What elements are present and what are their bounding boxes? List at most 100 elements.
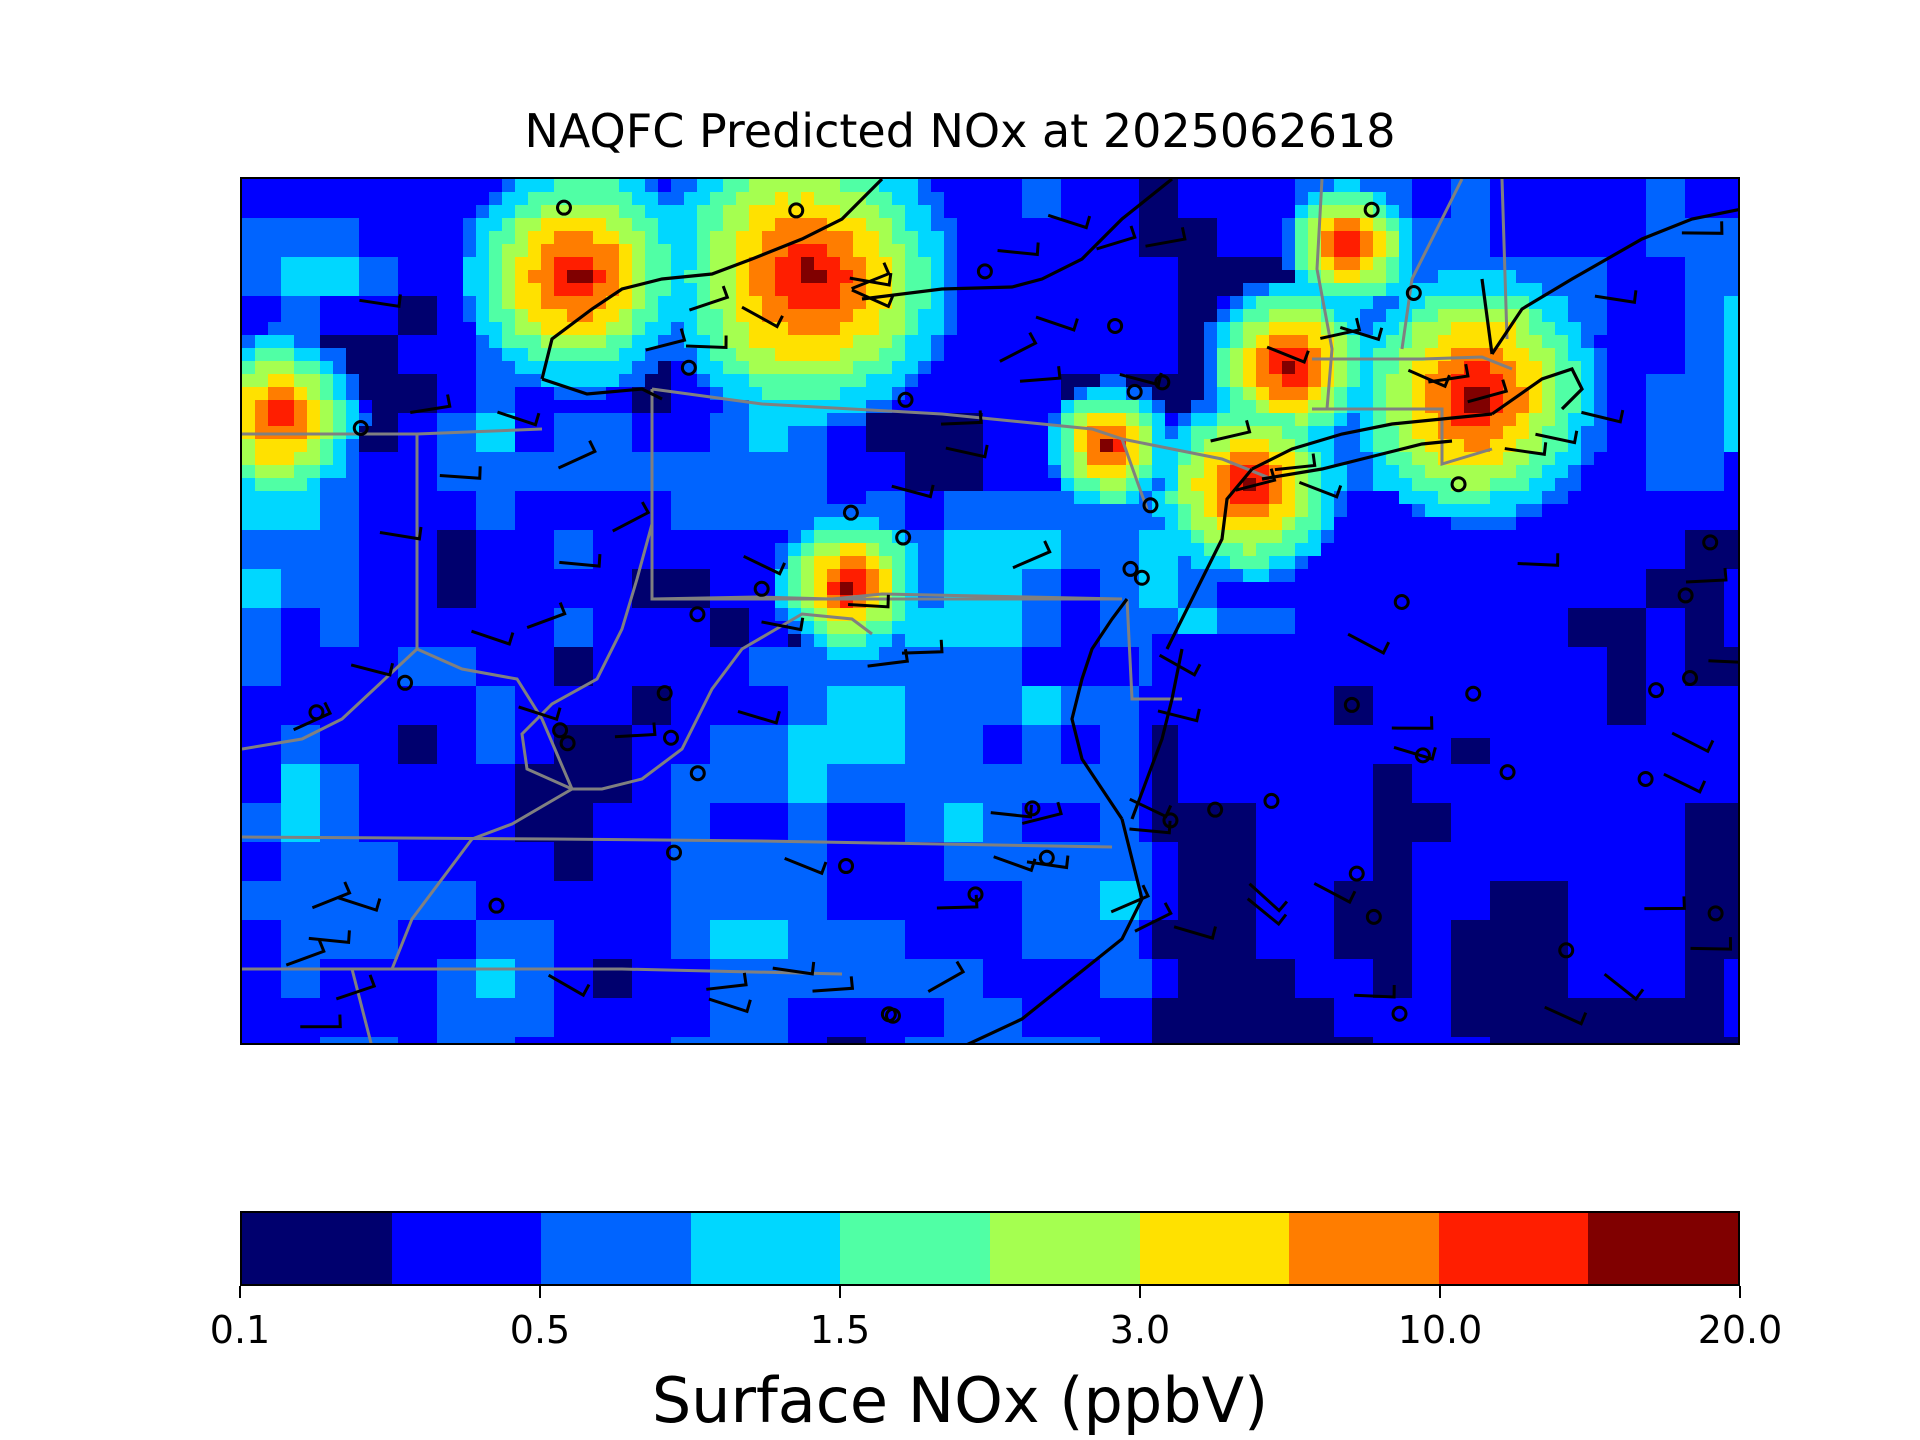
colorbar-label: Surface NOx (ppbV) — [651, 1364, 1269, 1437]
colorbar-tick-label: 1.5 — [809, 1308, 871, 1352]
wind-barb — [311, 881, 352, 910]
wind-barb — [1535, 430, 1579, 445]
nh-me-border — [1500, 179, 1509, 340]
colorbar-tick — [1439, 1286, 1441, 1298]
station-marker — [308, 704, 325, 721]
state-boundaries — [242, 179, 1513, 1043]
wind-barb — [1644, 896, 1686, 911]
wind-barb — [1035, 315, 1079, 332]
station-marker — [555, 199, 572, 216]
wind-barb — [300, 1014, 342, 1029]
colorbar-segment — [541, 1213, 691, 1284]
colorbar-tick-label: 20.0 — [1697, 1308, 1783, 1352]
wind-barb — [867, 649, 910, 668]
station-marker — [559, 735, 576, 752]
wind-barb — [1274, 453, 1317, 472]
colorbar-segment — [690, 1213, 841, 1284]
wind-barb — [1708, 659, 1738, 664]
wind-barbs — [285, 213, 1738, 1029]
wind-barb — [559, 554, 602, 568]
station-marker — [552, 722, 569, 739]
ky-border — [242, 647, 574, 841]
wind-barb — [1096, 225, 1137, 251]
station-marker — [680, 359, 697, 376]
wind-barb — [1313, 882, 1357, 905]
colorbar-tick — [1139, 1286, 1141, 1298]
station-marker — [1133, 569, 1150, 586]
station-marker — [1365, 908, 1382, 925]
station-marker — [1343, 696, 1360, 713]
wind-barb — [849, 272, 893, 287]
wind-barb — [612, 501, 651, 533]
wind-barb — [1210, 419, 1252, 443]
wind-barb — [784, 856, 828, 876]
wind-barb — [1467, 379, 1509, 404]
wind-barb — [706, 972, 748, 991]
wind-barb — [379, 526, 423, 541]
station-marker — [788, 202, 805, 219]
station-marker — [1122, 560, 1139, 577]
de-md-border — [1125, 598, 1182, 701]
wind-barb — [851, 262, 891, 291]
wind-barb — [1504, 442, 1548, 456]
wind-barb — [1047, 213, 1092, 230]
station-marker — [1107, 317, 1124, 334]
wind-barb — [350, 662, 395, 677]
maine-coast — [1490, 208, 1738, 355]
wind-barb — [518, 705, 562, 722]
station-marker — [897, 391, 914, 408]
station-marker — [666, 844, 683, 861]
wind-barb — [1266, 345, 1310, 364]
lake-erie-south — [541, 377, 663, 401]
wind-barb — [1173, 925, 1217, 940]
station-marker — [967, 886, 984, 903]
ct-ri-border — [1312, 407, 1493, 467]
nj-coast — [1165, 467, 1254, 650]
nox-concentration-field — [242, 179, 1738, 1043]
station-marker — [895, 529, 912, 546]
wind-barb — [614, 722, 657, 739]
ma-border — [1312, 355, 1513, 371]
colorbar-segment — [1139, 1213, 1290, 1284]
wind-barb — [1517, 553, 1560, 567]
wind-barb — [737, 709, 781, 725]
wind-barb — [1298, 480, 1343, 499]
nc-border-west — [350, 968, 373, 1043]
wind-barb — [743, 554, 786, 576]
wind-barb — [1391, 716, 1434, 730]
station-marker — [1393, 594, 1410, 611]
colorbar-tick-label: 3.0 — [1109, 1308, 1171, 1352]
wind-barb — [470, 629, 515, 646]
station-marker — [1263, 792, 1280, 809]
wind-barb — [547, 973, 591, 998]
great-lakes-shore-ontario — [861, 179, 1173, 301]
wind-barb — [1157, 708, 1201, 723]
wind-barb — [997, 242, 1040, 257]
colorbar-tick-label: 0.1 — [209, 1308, 271, 1352]
station-marker — [1207, 801, 1224, 818]
wind-barb — [308, 930, 351, 944]
wind-barb — [1681, 221, 1724, 235]
station-marker — [1677, 587, 1694, 604]
station-marker — [1405, 284, 1422, 301]
wind-barb — [990, 804, 1033, 819]
wind-barb — [1581, 409, 1625, 424]
wind-barb — [1690, 937, 1733, 951]
wind-barb — [940, 410, 983, 426]
wv-border — [520, 523, 873, 791]
wind-barb — [761, 617, 805, 632]
wind-barb — [1594, 290, 1638, 304]
colorbar-segment — [840, 1213, 990, 1284]
station-marker — [1363, 201, 1380, 218]
wind-barb — [1110, 884, 1150, 914]
station-marker — [1450, 476, 1467, 493]
station-marker — [689, 606, 706, 623]
colorbar-segment — [1289, 1213, 1439, 1284]
station-marker — [656, 685, 673, 702]
wind-barb — [410, 394, 452, 415]
wind-barb — [901, 639, 944, 655]
chesapeake — [1070, 598, 1129, 820]
wind-barb — [1235, 468, 1277, 492]
station-marker — [689, 765, 706, 782]
nj-ny-border — [1121, 437, 1273, 481]
